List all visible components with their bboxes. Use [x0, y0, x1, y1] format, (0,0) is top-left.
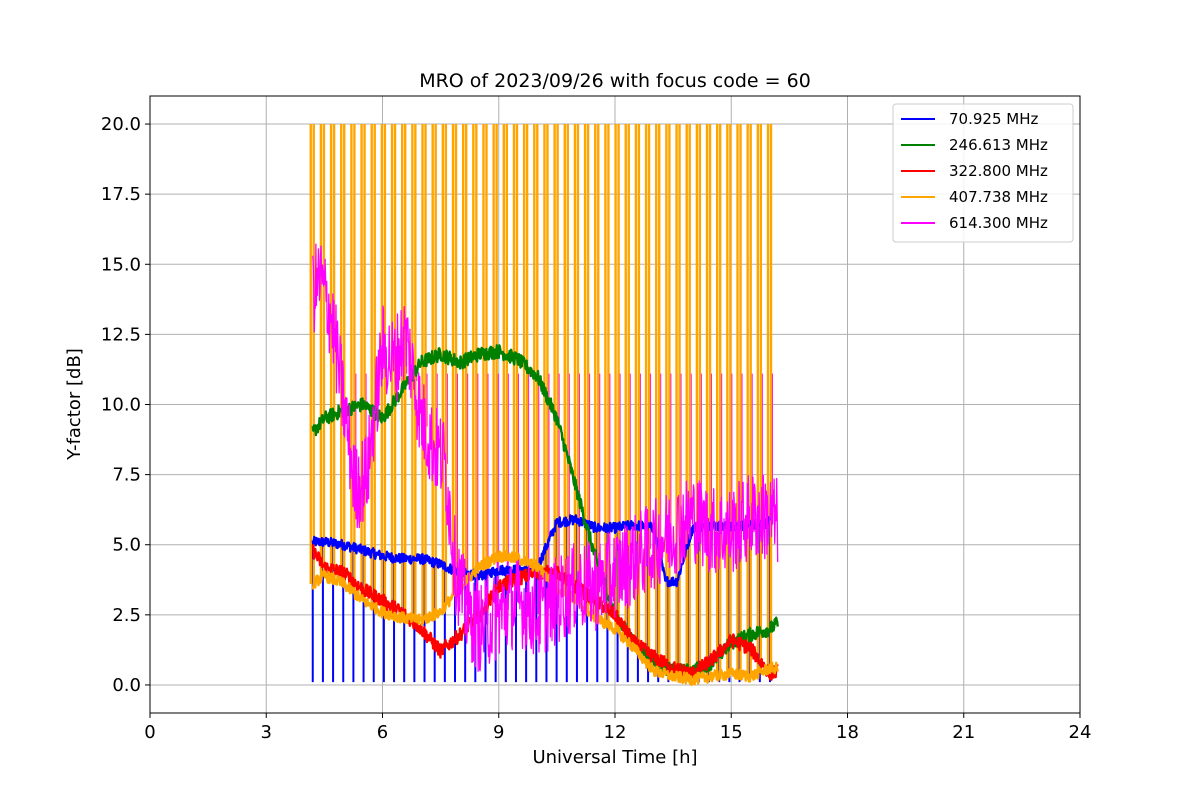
y-tick-label: 7.5	[112, 465, 141, 486]
legend: 70.925 MHz 246.613 MHz 322.800 MHz 407.738 …	[892, 103, 1074, 243]
y-tick-label: 15.0	[101, 254, 141, 275]
y-axis-label: Y-factor [dB]	[64, 348, 85, 461]
x-tick-label: 9	[493, 722, 504, 743]
x-tick-label: 3	[261, 722, 272, 743]
legend-label: 246.613 MHz	[949, 136, 1048, 154]
legend-box	[892, 103, 1074, 243]
x-tick-label: 0	[144, 722, 155, 743]
legend-label: 70.925 MHz	[949, 110, 1038, 128]
legend-label: 322.800 MHz	[949, 162, 1048, 180]
y-tick-label: 0.0	[112, 675, 141, 696]
y-tick-label: 12.5	[101, 324, 141, 345]
series-line-4	[312, 243, 779, 672]
y-tick-label: 17.5	[101, 184, 141, 205]
x-tick-label: 18	[836, 722, 859, 743]
chart-title: MRO of 2023/09/26 with focus code = 60	[419, 70, 811, 92]
y-tick-label: 2.5	[112, 605, 141, 626]
y-tick-label: 20.0	[101, 114, 141, 135]
x-tick-label: 6	[377, 722, 388, 743]
y-tick-label: 10.0	[101, 395, 141, 416]
x-axis-label: Universal Time [h]	[532, 747, 697, 768]
y-tick-label: 5.0	[112, 535, 141, 556]
x-tick-label: 24	[1069, 722, 1092, 743]
y-axis-ticks: 0.0 2.5 5.0 7.5 10.0 12.5 15.0 17.5 20.0	[101, 114, 150, 696]
x-tick-label: 21	[952, 722, 975, 743]
series-lines	[311, 243, 779, 686]
series-line-2	[311, 544, 779, 681]
legend-label: 407.738 MHz	[949, 188, 1048, 206]
x-axis-ticks: 0 3 6 9 12 15 18 21 24	[144, 713, 1091, 743]
x-tick-label: 15	[720, 722, 743, 743]
legend-label: 614.300 MHz	[949, 214, 1048, 232]
x-tick-label: 12	[604, 722, 627, 743]
